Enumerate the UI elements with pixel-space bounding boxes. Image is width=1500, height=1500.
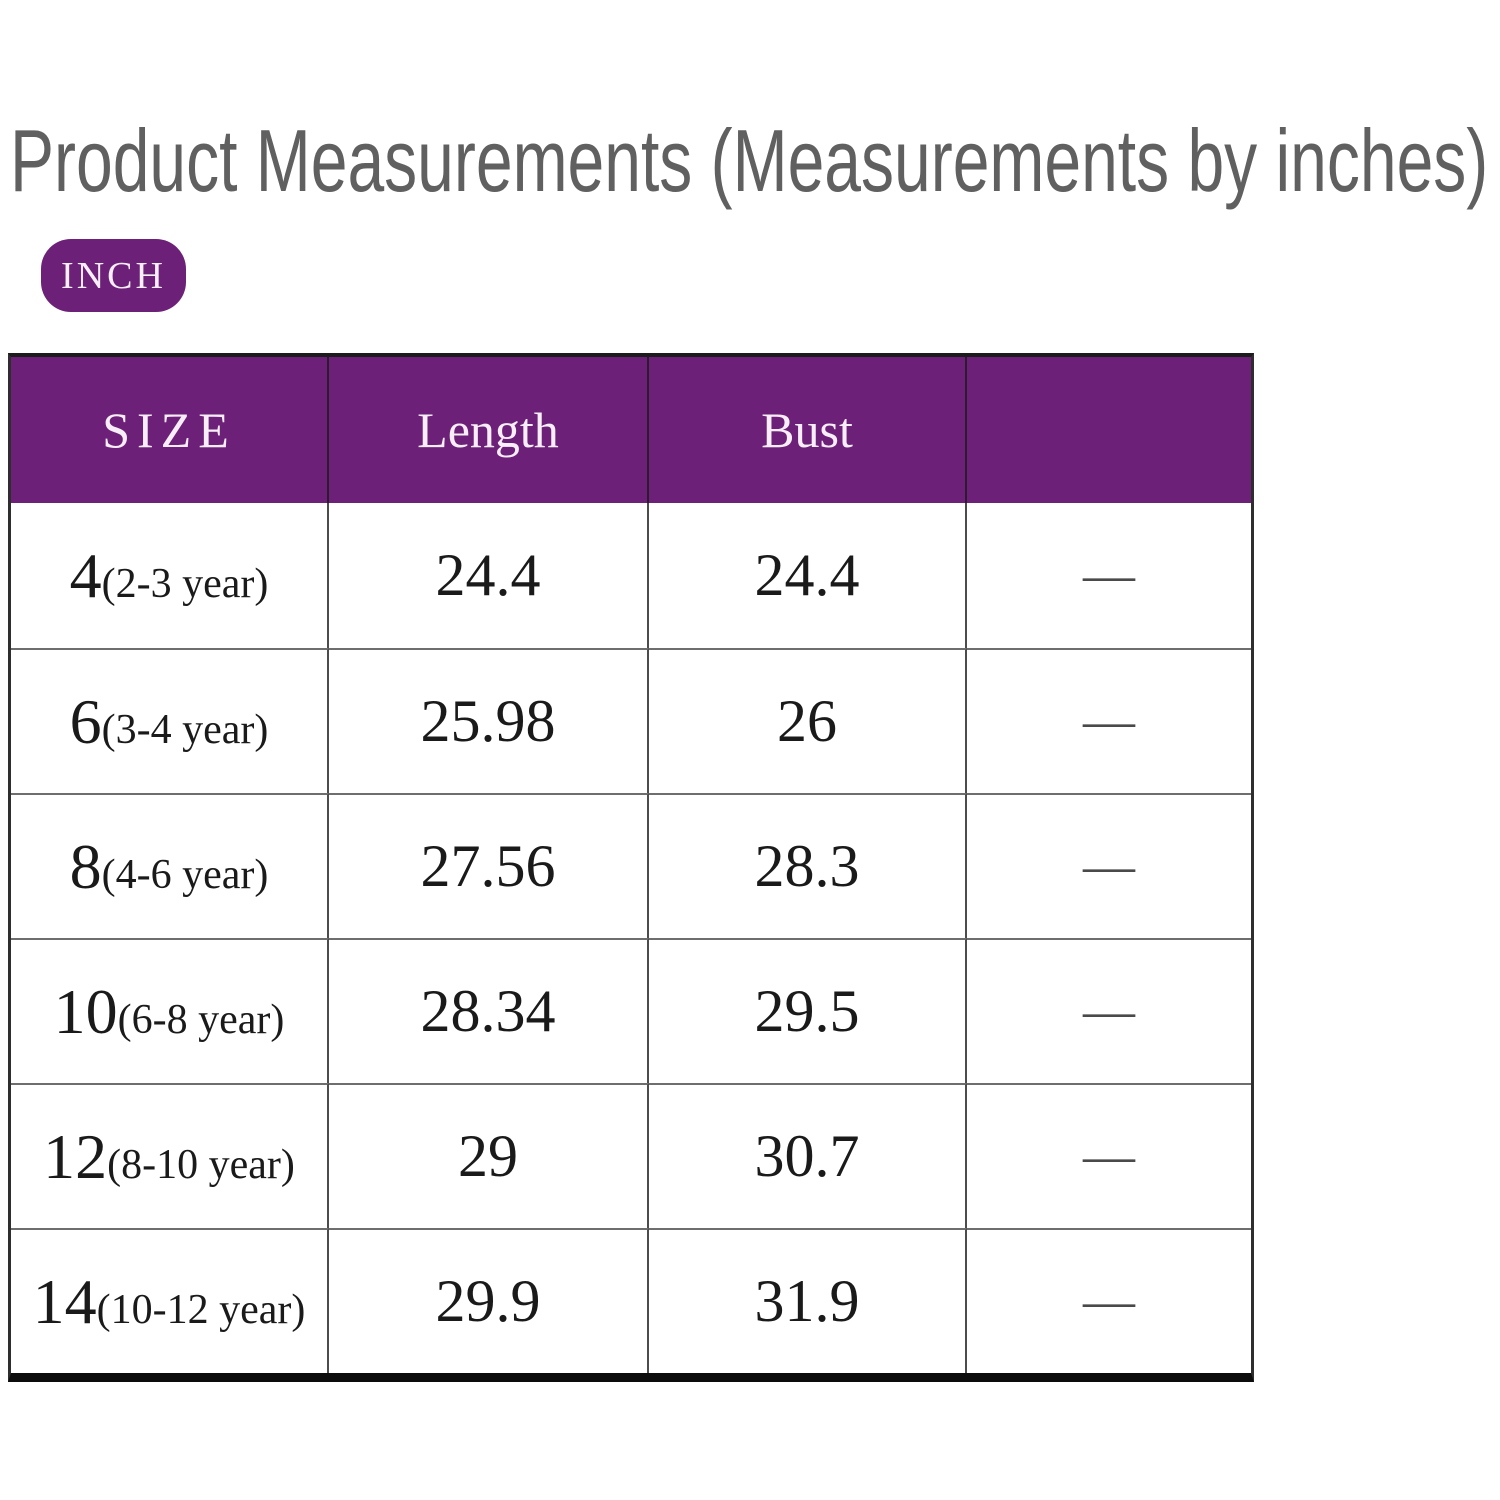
header-empty xyxy=(967,357,1251,503)
cell-length: 27.56 xyxy=(329,793,649,938)
size-age-note: (8-10 year) xyxy=(107,1141,295,1188)
cell-size-4: 4 (2-3 year) xyxy=(11,503,329,648)
size-value: 4 xyxy=(69,539,102,611)
cell-extra: — xyxy=(967,648,1251,793)
cell-extra: — xyxy=(967,938,1251,1083)
size-value: 6 xyxy=(69,685,102,757)
cell-bust: 29.5 xyxy=(649,938,967,1083)
cell-size-14: 14 (10-12 year) xyxy=(11,1228,329,1373)
cell-bust: 24.4 xyxy=(649,503,967,648)
cell-size-10: 10 (6-8 year) xyxy=(11,938,329,1083)
size-chart-table: SIZE Length Bust 4 (2-3 year) 24.4 24.4 —… xyxy=(8,353,1254,1382)
size-age-note: (4-6 year) xyxy=(101,851,269,898)
size-age-note: (2-3 year) xyxy=(101,560,269,607)
size-age-note: (10-12 year) xyxy=(96,1286,306,1333)
size-age-note: (3-4 year) xyxy=(101,706,269,753)
unit-toggle-inch[interactable]: INCH xyxy=(41,239,186,312)
cell-extra: — xyxy=(967,1228,1251,1373)
size-age-note: (6-8 year) xyxy=(117,996,285,1043)
header-size: SIZE xyxy=(11,357,329,503)
cell-size-12: 12 (8-10 year) xyxy=(11,1083,329,1228)
cell-bust: 26 xyxy=(649,648,967,793)
cell-size-6: 6 (3-4 year) xyxy=(11,648,329,793)
cell-length: 29 xyxy=(329,1083,649,1228)
size-value: 14 xyxy=(32,1265,97,1337)
cell-extra: — xyxy=(967,1083,1251,1228)
cell-bust: 28.3 xyxy=(649,793,967,938)
cell-extra: — xyxy=(967,503,1251,648)
cell-bust: 31.9 xyxy=(649,1228,967,1373)
size-value: 8 xyxy=(69,830,102,902)
size-value: 10 xyxy=(53,975,118,1047)
cell-size-8: 8 (4-6 year) xyxy=(11,793,329,938)
cell-extra: — xyxy=(967,793,1251,938)
cell-length: 28.34 xyxy=(329,938,649,1083)
header-length: Length xyxy=(329,357,649,503)
size-value: 12 xyxy=(43,1120,108,1192)
cell-length: 25.98 xyxy=(329,648,649,793)
page-title: Product Measurements (Measurements by in… xyxy=(10,111,1489,210)
cell-bust: 30.7 xyxy=(649,1083,967,1228)
cell-length: 29.9 xyxy=(329,1228,649,1373)
cell-length: 24.4 xyxy=(329,503,649,648)
header-bust: Bust xyxy=(649,357,967,503)
unit-badge-label: INCH xyxy=(61,254,166,297)
